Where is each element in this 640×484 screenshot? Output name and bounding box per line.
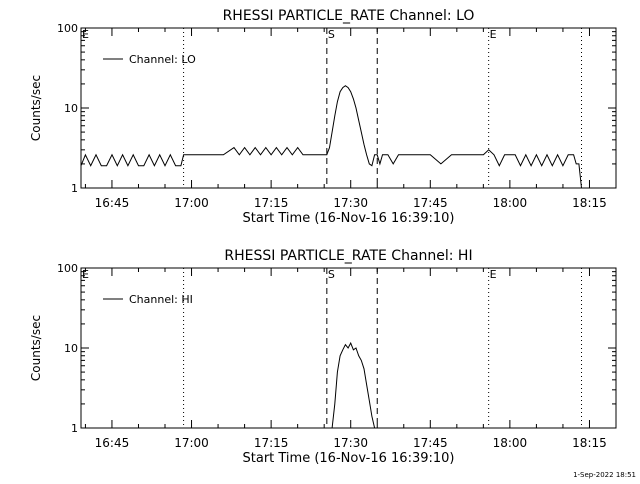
y-tick-label: 1 <box>71 422 78 435</box>
x-tick-label: 17:00 <box>174 196 209 210</box>
chart-title: RHESSI PARTICLE_RATE Channel: HI <box>224 248 472 264</box>
chart-panel-1: RHESSI PARTICLE_RATE Channel: LO 1 10 100 Co… <box>29 8 617 226</box>
event-marker-label: E <box>82 28 89 41</box>
x-tick-label: 17:15 <box>254 196 289 210</box>
x-tick-label: 17:45 <box>413 436 448 450</box>
x-tick-label: 18:15 <box>572 436 607 450</box>
y-tick-label: 10 <box>64 102 78 115</box>
x-tick-label: 17:30 <box>333 436 368 450</box>
event-marker-label: E <box>490 28 497 41</box>
x-tick-label: 17:15 <box>254 436 289 450</box>
series-line <box>81 85 582 188</box>
x-tick-label: 18:15 <box>572 196 607 210</box>
plot-frame <box>80 27 617 189</box>
y-tick-label: 1 <box>71 182 78 195</box>
x-tick-label: 17:30 <box>333 196 368 210</box>
x-axis-label: Start Time (16-Nov-16 16:39:10) <box>243 211 455 226</box>
x-tick-label: 16:45 <box>95 196 130 210</box>
x-tick-label: 16:45 <box>95 436 130 450</box>
series-line <box>331 341 376 428</box>
y-axis-label: Counts/sec <box>29 315 43 381</box>
event-marker-label: S <box>328 28 335 41</box>
y-tick-label: 100 <box>57 262 78 275</box>
chart-title: RHESSI PARTICLE_RATE Channel: LO <box>223 8 475 24</box>
x-axis-label: Start Time (16-Nov-16 16:39:10) <box>243 451 455 466</box>
legend-entry: Channel: LO <box>129 53 196 66</box>
y-tick-label: 100 <box>57 22 78 35</box>
x-tick-label: 18:00 <box>493 436 528 450</box>
event-marker-label: E <box>490 268 497 281</box>
y-axis-label: Counts/sec <box>29 75 43 141</box>
legend-entry: Channel: HI <box>129 293 193 306</box>
event-marker-label: E <box>82 268 89 281</box>
x-tick-label: 17:45 <box>413 196 448 210</box>
chart-panel-2: RHESSI PARTICLE_RATE Channel: HI 1 10 100 Co… <box>29 248 617 466</box>
x-tick-label: 17:00 <box>174 436 209 450</box>
x-tick-label: 18:00 <box>493 196 528 210</box>
y-tick-label: 10 <box>64 342 78 355</box>
event-marker-label: S <box>328 268 335 281</box>
footer-timestamp: 1-Sep-2022 18:51 <box>573 471 636 479</box>
